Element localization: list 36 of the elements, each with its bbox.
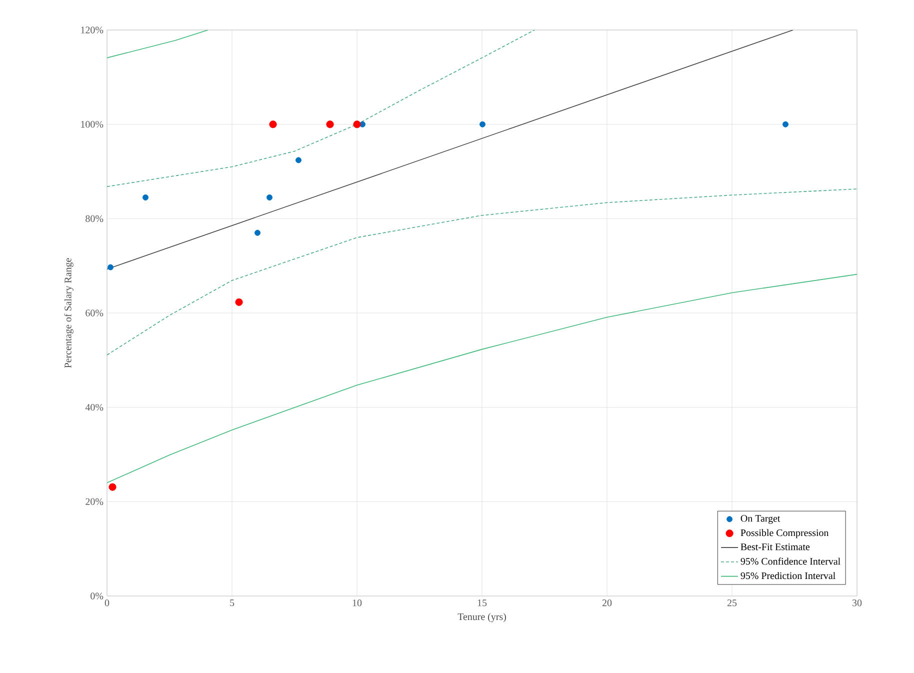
legend-label: Best-Fit Estimate: [740, 544, 810, 550]
legend-label: 95% Prediction Interval: [740, 572, 836, 580]
point: [480, 121, 486, 128]
x-tick-label: 25: [727, 600, 737, 606]
point: [108, 264, 114, 270]
line-series: [107, 188, 858, 356]
y-tick-label: 20%: [86, 498, 104, 506]
y-tick-label: 80%: [86, 215, 104, 222]
line-series: [107, 30, 535, 187]
point: [108, 483, 116, 491]
legend-label: 95% Confidence Interval: [740, 558, 840, 565]
y-tick-label: 60%: [86, 310, 104, 316]
x-tick-label: 30: [852, 600, 862, 606]
y-tick-label: 100%: [81, 120, 104, 128]
y-tick-label: 0%: [90, 592, 104, 600]
y-tick-label: 120%: [81, 26, 104, 34]
line-series: [107, 274, 858, 484]
x-tick-label: 20: [602, 600, 612, 606]
x-tick-label: 0: [104, 600, 110, 606]
point: [254, 230, 260, 236]
point: [142, 194, 148, 200]
point: [782, 121, 788, 128]
legend-label: Possible Compression: [740, 529, 829, 538]
x-tick-label: 5: [230, 600, 234, 606]
legend-label: On Target: [740, 515, 780, 524]
point: [353, 120, 361, 128]
point: [296, 157, 302, 164]
point: [266, 194, 272, 200]
y-axis-title: Percentage of Salary Range: [64, 258, 74, 368]
x-tick-label: 15: [478, 600, 487, 606]
point: [235, 298, 243, 306]
point: [269, 120, 277, 128]
x-tick-label: 10: [352, 600, 362, 606]
point: [326, 120, 334, 128]
x-axis-title: Tenure (yrs): [458, 613, 506, 622]
y-tick-label: 40%: [85, 404, 104, 411]
